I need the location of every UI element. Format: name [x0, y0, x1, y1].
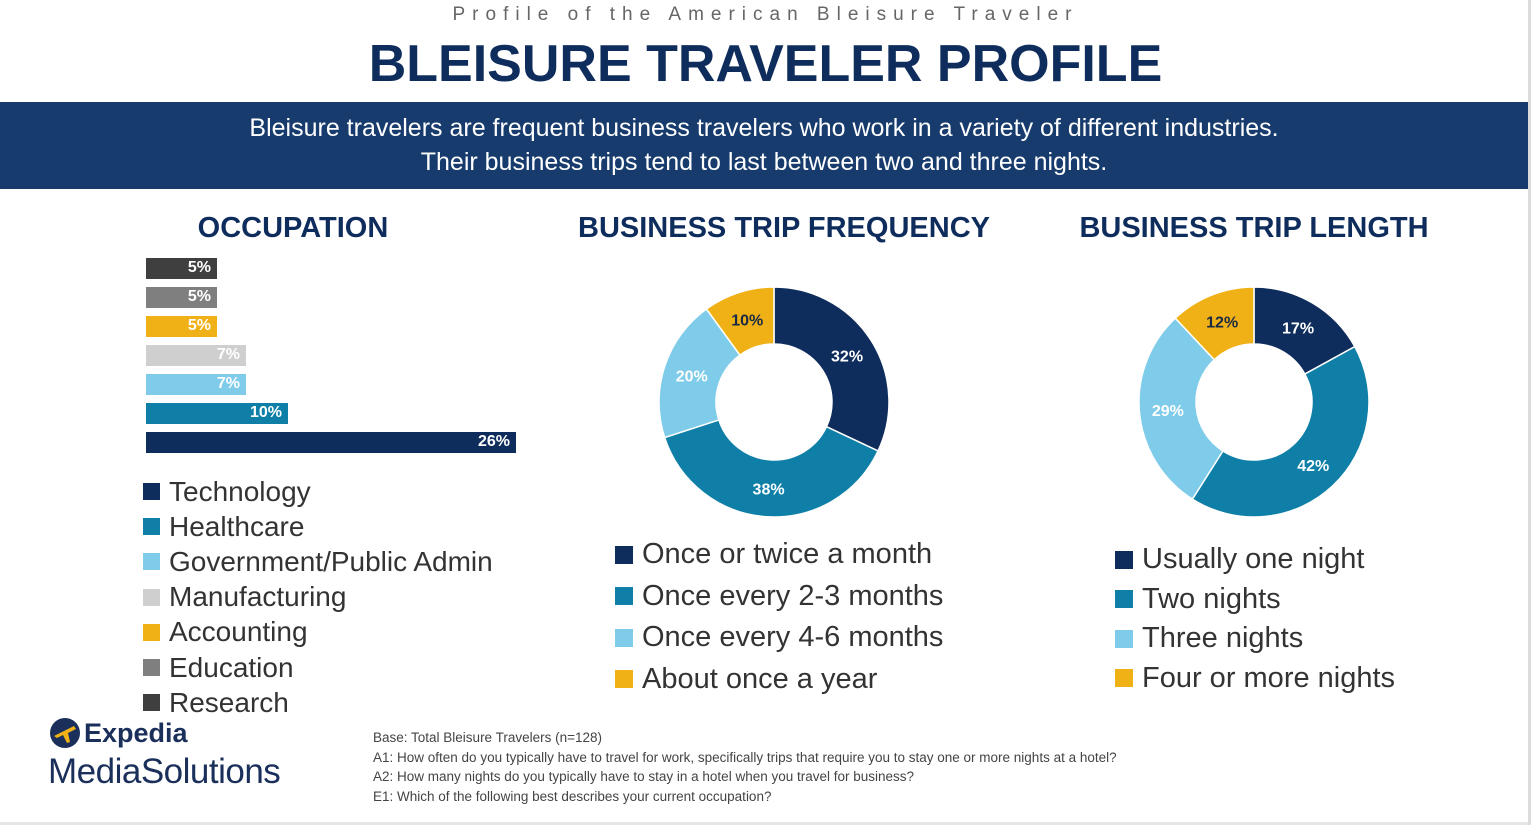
legend-swatch — [143, 623, 160, 641]
donut-slice — [705, 286, 775, 357]
legend-swatch — [1115, 590, 1133, 609]
legend-label: Government/Public Admin — [169, 545, 493, 577]
legend-item: Accounting — [143, 615, 493, 650]
legend-label: Once every 4-6 months — [642, 621, 944, 654]
occupation-bar: 5% — [146, 258, 217, 279]
footnote-base: Base: Total Bleisure Travelers (n=128) — [373, 730, 602, 745]
donut-slice — [663, 418, 880, 518]
legend-label: Technology — [169, 475, 311, 507]
occupation-bar-label: 7% — [216, 346, 240, 363]
legend-item: Technology — [143, 474, 493, 509]
occupation-bar-label: 5% — [187, 288, 211, 305]
footnote-a1: A1: How often do you typically have to t… — [373, 749, 1117, 765]
footnote-a2: A2: How many nights do you typically hav… — [373, 769, 915, 784]
right-divider — [1528, 0, 1531, 825]
legend-swatch — [1115, 550, 1133, 569]
legend-label: Usually one night — [1142, 543, 1365, 576]
donut-slice-label: 17% — [1282, 321, 1314, 338]
donut-slice — [1174, 286, 1255, 361]
legend-swatch — [615, 628, 633, 647]
legend-item: Education — [143, 650, 493, 685]
expedia-media-solutions-logo: Expedia MediaSolutions — [48, 716, 318, 796]
length-title: BUSINESS TRIP LENGTH — [1079, 212, 1429, 244]
footnotes: Base: Total Bleisure Travelers (n=128) A… — [373, 728, 1117, 806]
legend-item: Three nights — [1115, 619, 1395, 659]
legend-swatch — [143, 694, 160, 712]
occupation-bar-label: 10% — [249, 404, 282, 421]
summary-banner: Bleisure travelers are frequent business… — [0, 102, 1528, 189]
legend-label: Once every 2-3 months — [642, 579, 944, 612]
donut-slice — [658, 307, 741, 439]
donut-slice — [773, 286, 890, 452]
legend-item: Manufacturing — [143, 580, 493, 615]
occupation-bar: 5% — [146, 287, 217, 308]
legend-label: Two nights — [1142, 582, 1281, 615]
page-kicker: Profile of the American Bleisure Travele… — [452, 4, 1079, 25]
occupation-bar-label: 5% — [187, 259, 211, 276]
frequency-donut-chart: 32% 38% 20% 10% — [658, 286, 890, 518]
banner-line-2: Their business trips tend to last betwee… — [420, 148, 1108, 176]
occupation-bar-label: 26% — [477, 433, 510, 450]
legend-label: Once or twice a month — [642, 538, 933, 571]
legend-label: Education — [169, 651, 294, 683]
legend-item: Government/Public Admin — [143, 544, 493, 579]
legend-swatch — [615, 587, 633, 606]
legend-label: Manufacturing — [169, 581, 347, 613]
legend-item: Once every 4-6 months — [615, 617, 943, 659]
plane-globe-icon — [50, 718, 80, 748]
bottom-divider — [0, 822, 1531, 825]
occupation-bar: 5% — [146, 316, 217, 337]
occupation-bar: 26% — [146, 432, 516, 453]
length-donut-chart: 17% 42% 29% 12% — [1138, 286, 1370, 518]
legend-item: Research — [143, 685, 493, 720]
occupation-bar: 7% — [146, 345, 246, 366]
legend-item: Usually one night — [1115, 540, 1395, 580]
frequency-legend: Once or twice a month Once every 2-3 mont… — [615, 534, 943, 700]
length-legend: Usually one night Two nights Three nights F… — [1115, 540, 1395, 698]
legend-item: About once a year — [615, 659, 943, 701]
legend-label: Research — [169, 686, 289, 718]
frequency-title: BUSINESS TRIP FREQUENCY — [578, 212, 990, 244]
occupation-bar: 7% — [146, 374, 246, 395]
donut-slice-label: 32% — [831, 349, 863, 366]
legend-swatch — [143, 518, 160, 536]
legend-item: Four or more nights — [1115, 659, 1395, 699]
page-title: BLEISURE TRAVELER PROFILE — [368, 35, 1163, 93]
donut-slice — [1191, 345, 1370, 518]
legend-swatch — [1115, 629, 1133, 648]
legend-swatch — [143, 659, 160, 677]
logo-expedia-text: Expedia — [84, 718, 188, 748]
legend-label: Three nights — [1142, 622, 1304, 655]
logo-media-solutions-text: MediaSolutions — [48, 752, 281, 791]
legend-label: About once a year — [642, 662, 878, 695]
legend-label: Healthcare — [169, 510, 305, 542]
legend-swatch — [143, 553, 160, 571]
legend-label: Four or more nights — [1142, 661, 1396, 694]
occupation-title: OCCUPATION — [197, 212, 389, 244]
donut-slice-label: 10% — [731, 313, 763, 330]
occupation-bar-label: 7% — [216, 375, 240, 392]
occupation-bar: 10% — [146, 403, 288, 424]
legend-swatch — [1115, 669, 1133, 688]
footnote-e1: E1: Which of the following best describe… — [373, 788, 772, 804]
legend-swatch — [143, 483, 160, 501]
donut-slice-label: 20% — [676, 368, 708, 385]
legend-item: Once or twice a month — [615, 534, 943, 576]
legend-item: Once every 2-3 months — [615, 576, 943, 618]
legend-swatch — [615, 670, 633, 689]
donut-slice-label: 42% — [1297, 458, 1329, 475]
legend-swatch — [143, 588, 160, 606]
donut-slice-label: 12% — [1206, 315, 1238, 332]
legend-item: Two nights — [1115, 580, 1395, 620]
donut-slice — [1138, 317, 1224, 501]
occupation-legend: Technology Healthcare Government/Public Ad… — [143, 474, 493, 720]
donut-slice-label: 29% — [1152, 403, 1184, 420]
occupation-bar-label: 5% — [187, 317, 211, 334]
legend-item: Healthcare — [143, 509, 493, 544]
banner-line-1: Bleisure travelers are frequent business… — [249, 114, 1279, 142]
donut-slice-label: 38% — [753, 481, 785, 498]
legend-swatch — [615, 545, 633, 564]
legend-label: Accounting — [169, 616, 308, 648]
